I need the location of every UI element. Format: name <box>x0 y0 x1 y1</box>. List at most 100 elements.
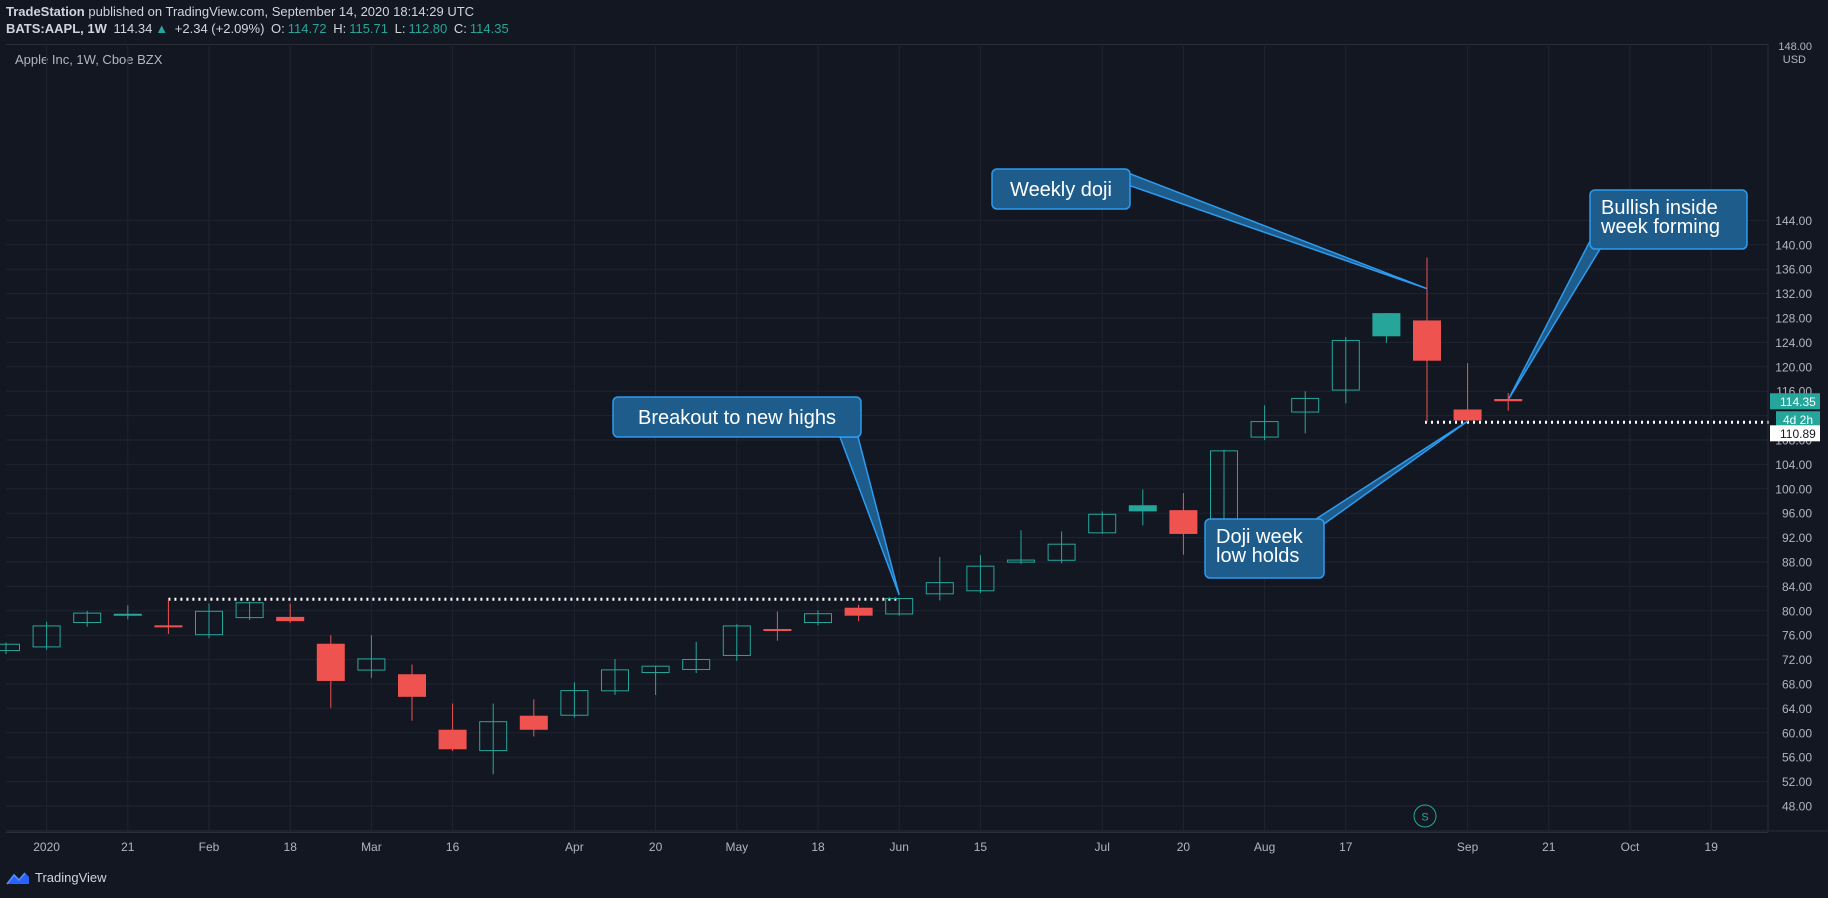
candle-body <box>763 629 792 632</box>
callout-pointer <box>1314 420 1469 525</box>
candle-body <box>1291 397 1320 413</box>
candle <box>682 641 711 674</box>
open-value: 114.72 <box>287 21 327 36</box>
price-tick-label: 48.00 <box>1782 800 1812 814</box>
time-tick-label: Aug <box>1254 840 1275 854</box>
candle-body <box>316 643 345 681</box>
candle <box>1047 531 1076 564</box>
candle <box>276 603 305 623</box>
open-label: O: <box>271 21 285 36</box>
candle-body <box>1331 339 1360 391</box>
unit-bg <box>1770 51 1828 66</box>
footer-brand[interactable]: TradingView <box>6 870 107 885</box>
level-price-tag <box>1770 425 1820 442</box>
candle <box>560 682 589 718</box>
candle <box>0 642 20 655</box>
price-tick-label: 136.00 <box>1775 263 1812 277</box>
candle <box>1331 336 1360 404</box>
candle-body <box>641 665 670 674</box>
candle-body <box>1047 543 1076 561</box>
candle <box>1372 313 1401 344</box>
candle-body <box>1128 505 1157 512</box>
callouts: Breakout to new highs Weekly doji Bullish … <box>612 168 1748 579</box>
chart-pane[interactable] <box>6 44 1768 833</box>
time-tick-label: 21 <box>121 840 135 854</box>
candle <box>804 610 832 626</box>
price-tick-label: 64.00 <box>1782 702 1812 716</box>
price-tick-label-cut: 148.00 <box>1778 41 1812 53</box>
candle <box>316 635 345 708</box>
candle <box>885 597 914 616</box>
price-change: +2.34 (+2.09%) <box>174 21 265 36</box>
price-tick-label: 144.00 <box>1775 214 1812 228</box>
candle <box>479 703 508 775</box>
price-tick-label: 56.00 <box>1782 751 1812 765</box>
close-label: C: <box>453 21 467 36</box>
candle-body <box>357 658 386 671</box>
high-value: 115.71 <box>349 21 388 36</box>
price-unit-label: USD <box>1783 54 1806 66</box>
candle-body <box>276 616 305 622</box>
low-label: L: <box>394 21 406 36</box>
candle-body <box>1413 320 1441 361</box>
candle-body <box>925 582 954 595</box>
candle <box>601 658 629 695</box>
published-text: published on TradingView.com, September … <box>88 4 475 19</box>
candle <box>1291 391 1320 434</box>
candle <box>1250 405 1279 440</box>
price-tick-label: 120.00 <box>1775 360 1812 374</box>
time-tick-label: 20 <box>1177 840 1191 854</box>
publish-info: TradeStation published on TradingView.co… <box>6 4 474 19</box>
candle-body <box>966 565 995 592</box>
candle-body <box>885 597 914 615</box>
time-tick-label: Sep <box>1457 840 1479 854</box>
candle-body <box>438 729 467 750</box>
change-arrow-icon: ▲ <box>155 21 169 36</box>
candle <box>154 599 183 634</box>
callout-text: Doji week <box>1216 526 1304 548</box>
price-tick-label: 128.00 <box>1775 312 1812 326</box>
candle <box>357 635 386 678</box>
candle-body <box>844 607 873 616</box>
callout: Breakout to new highs <box>612 396 862 438</box>
candle-body <box>398 674 426 697</box>
callout-text: Bullish inside <box>1601 197 1718 219</box>
candle-body <box>804 613 832 623</box>
time-tick-label: 17 <box>1339 840 1353 854</box>
callout-pointer <box>1127 171 1428 290</box>
candles <box>0 257 1523 775</box>
publisher-name: TradeStation <box>6 4 85 19</box>
candle <box>1494 392 1523 411</box>
candle-body <box>113 613 142 616</box>
time-tick-label: 21 <box>1542 840 1556 854</box>
candle <box>113 605 142 620</box>
candle <box>438 703 467 752</box>
time-tick-label: 2020 <box>33 840 60 854</box>
dividends-marker-icon[interactable]: S <box>1413 804 1437 828</box>
candle-body <box>32 625 61 648</box>
callout-text: Weekly doji <box>1010 179 1112 201</box>
candle-body <box>479 721 508 752</box>
candle <box>32 621 61 650</box>
price-tick-label: 76.00 <box>1782 629 1812 643</box>
time-tick-label: 19 <box>1705 840 1719 854</box>
price-tick-label: 60.00 <box>1782 726 1812 740</box>
price-tick-label: 88.00 <box>1782 556 1812 570</box>
grid-lines <box>6 44 1768 831</box>
candle-body <box>1250 421 1279 438</box>
candle <box>73 610 102 627</box>
price-tick-label: 124.00 <box>1775 336 1812 350</box>
candle <box>925 557 954 601</box>
price-tick-label: 104.00 <box>1775 458 1812 472</box>
candle-body <box>682 658 711 670</box>
callout-box <box>1204 518 1325 579</box>
time-tick-label: Jun <box>890 840 909 854</box>
price-tick-label: 92.00 <box>1782 531 1812 545</box>
candle-body <box>519 715 548 730</box>
price-tick-label: 80.00 <box>1782 604 1812 618</box>
close-value: 114.35 <box>469 21 509 36</box>
candle-body <box>1453 409 1482 421</box>
callout-pointer <box>1507 239 1601 401</box>
